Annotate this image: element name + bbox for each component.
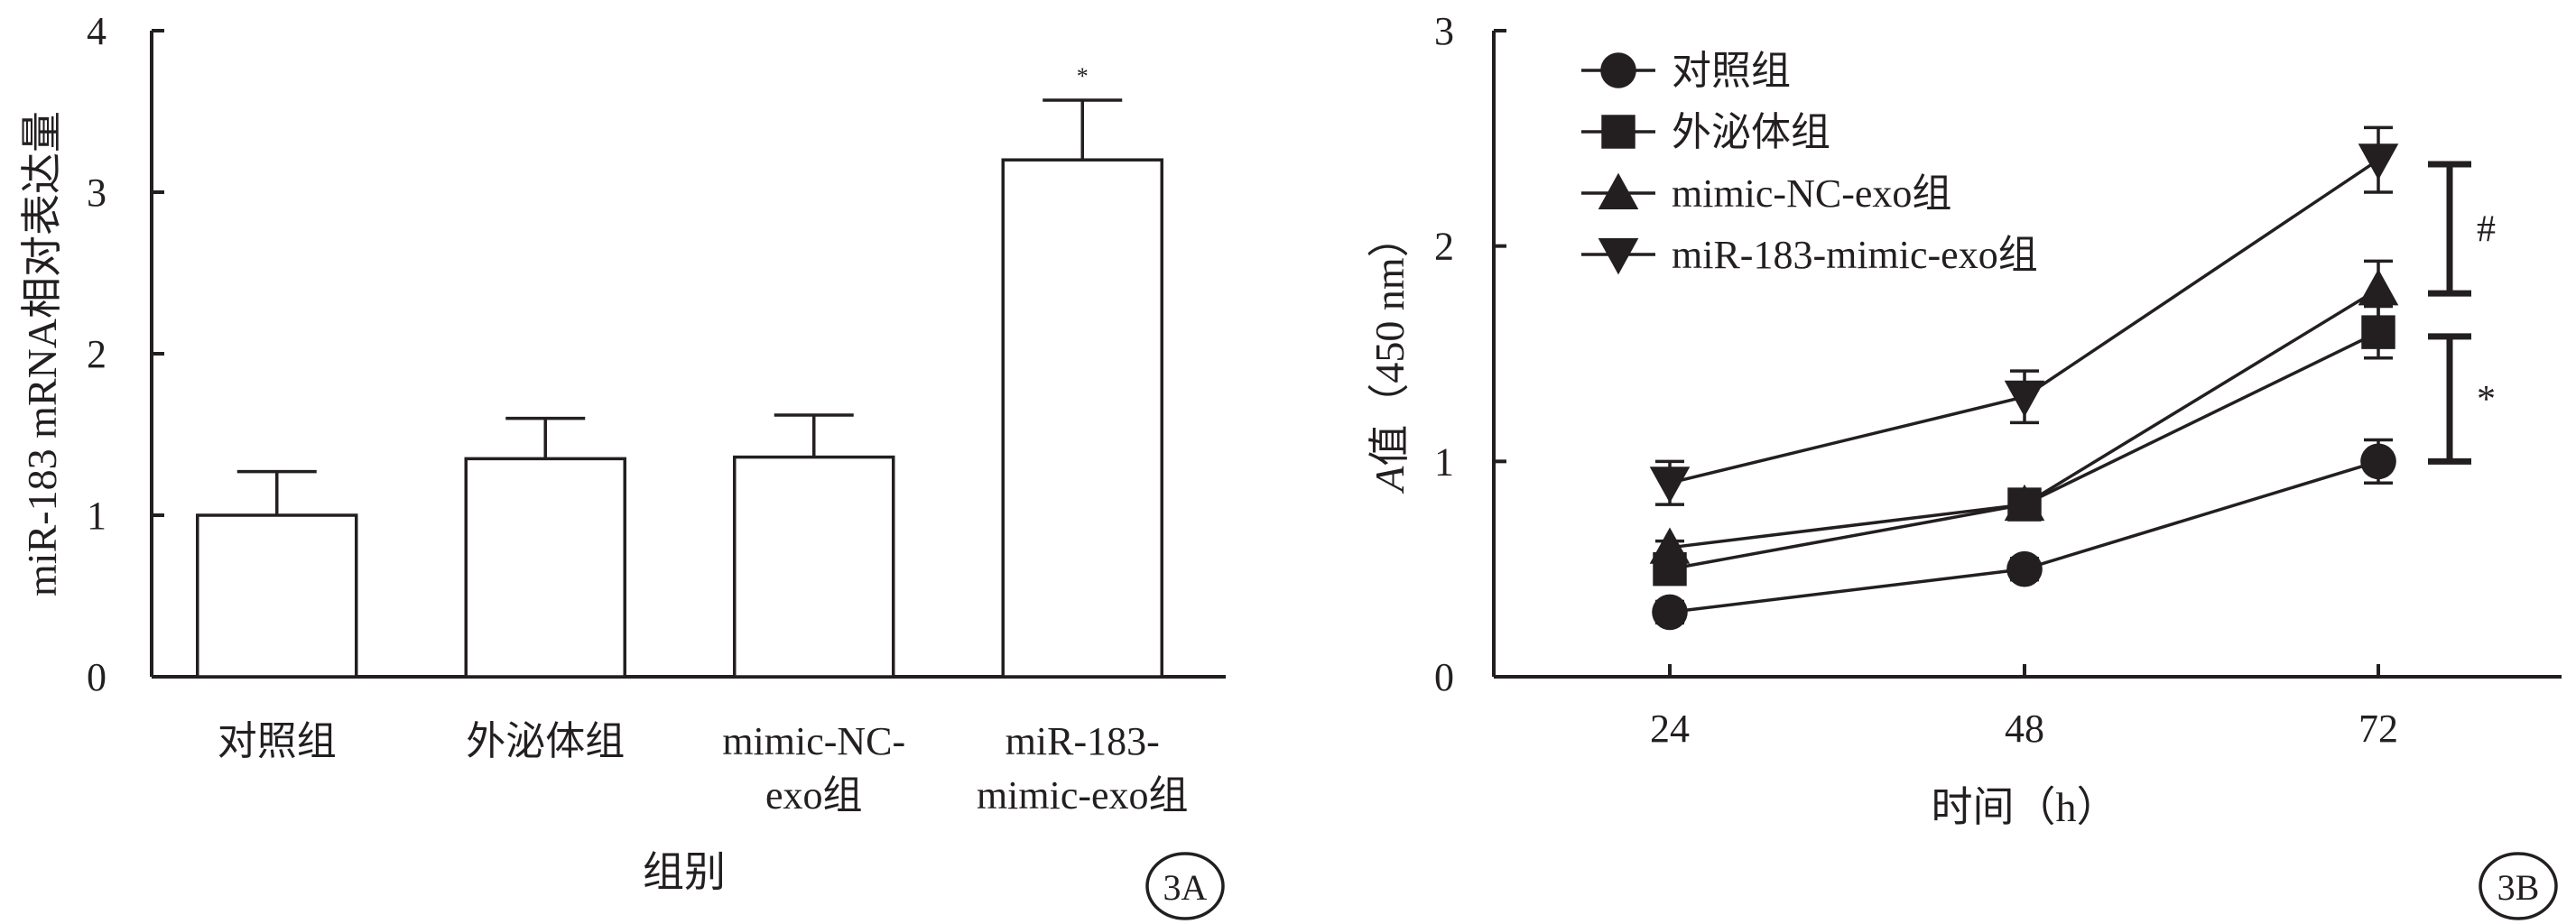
y-tick-label: 0 [1434, 655, 1454, 699]
bar [196, 513, 358, 679]
significance-marker: * [1077, 63, 1089, 89]
marker-circle [1600, 52, 1636, 88]
x-tick-label: 72 [2358, 707, 2398, 751]
y-tick-label: 1 [87, 494, 107, 538]
x-tick-label: 24 [1650, 707, 1690, 751]
panel-badge-label: 3B [2497, 867, 2540, 908]
legend-label: 对照组 [1672, 49, 1791, 93]
x-tick-label: 48 [2005, 707, 2044, 751]
y-axis-title: A值（450 nm） [1367, 216, 1413, 494]
y-tick-label: 0 [87, 655, 107, 699]
marker-triangle-up [2358, 269, 2399, 306]
x-category-label: miR-183- [1005, 719, 1160, 763]
y-tick-label: 4 [87, 9, 107, 53]
x-category-label: mimic-NC- [722, 719, 905, 763]
marker-triangle-down [2358, 143, 2399, 180]
series-group [1649, 259, 2399, 564]
y-axis-title-variable: A [1367, 466, 1413, 494]
marker-square [2361, 315, 2395, 349]
x-category-label: mimic-exo组 [977, 773, 1189, 818]
marker-circle [1652, 594, 1688, 631]
y-axis-title: miR-183 mRNA相对表达量 [19, 111, 65, 596]
panel-badge-label: 3A [1163, 867, 1208, 908]
y-tick-label: 3 [87, 171, 107, 215]
bar [1001, 158, 1163, 679]
y-tick-label: 3 [1434, 9, 1454, 53]
bar [733, 455, 895, 679]
significance-marker: # [2477, 209, 2496, 251]
marker-triangle-down [1598, 238, 1639, 275]
x-category-label: 对照组 [218, 719, 337, 763]
series-group [1652, 438, 2396, 631]
marker-triangle-down [2004, 380, 2045, 418]
marker-triangle-up [2004, 484, 2045, 522]
series-line [1669, 459, 2379, 614]
legend-label: 外泌体组 [1672, 110, 1830, 154]
panel-badge-circle [2479, 852, 2558, 920]
legend-label: mimic-NC-exo组 [1672, 171, 1951, 216]
marker-square [1601, 115, 1635, 149]
y-tick-label: 1 [1434, 439, 1454, 484]
panel-badge-circle [1145, 852, 1225, 920]
y-tick-label: 2 [87, 332, 107, 376]
marker-triangle-up [1649, 527, 1691, 564]
marker-circle [2006, 550, 2043, 587]
marker-triangle-down [1649, 467, 1691, 504]
bar-chart-panel: 0 1 2 3 4 对照组 外泌体组 mimic-NC-exo组 * miR-183- mimic-… [19, 9, 1226, 920]
marker-triangle-up [1598, 172, 1639, 209]
y-axis-title-text: 值（450 nm） [1367, 216, 1413, 466]
x-category-label: 外泌体组 [466, 719, 625, 763]
x-category-label: exo组 [765, 773, 863, 818]
y-tick-label: 2 [1434, 225, 1454, 269]
series-group [1649, 125, 2399, 506]
bar [464, 457, 626, 679]
significance-marker: * [2477, 379, 2496, 420]
marker-circle [2360, 443, 2396, 480]
x-axis-title: 组别 [643, 849, 726, 895]
legend-label: miR-183-mimic-exo组 [1672, 233, 2038, 277]
x-axis-title: 时间（h） [1932, 784, 2118, 830]
